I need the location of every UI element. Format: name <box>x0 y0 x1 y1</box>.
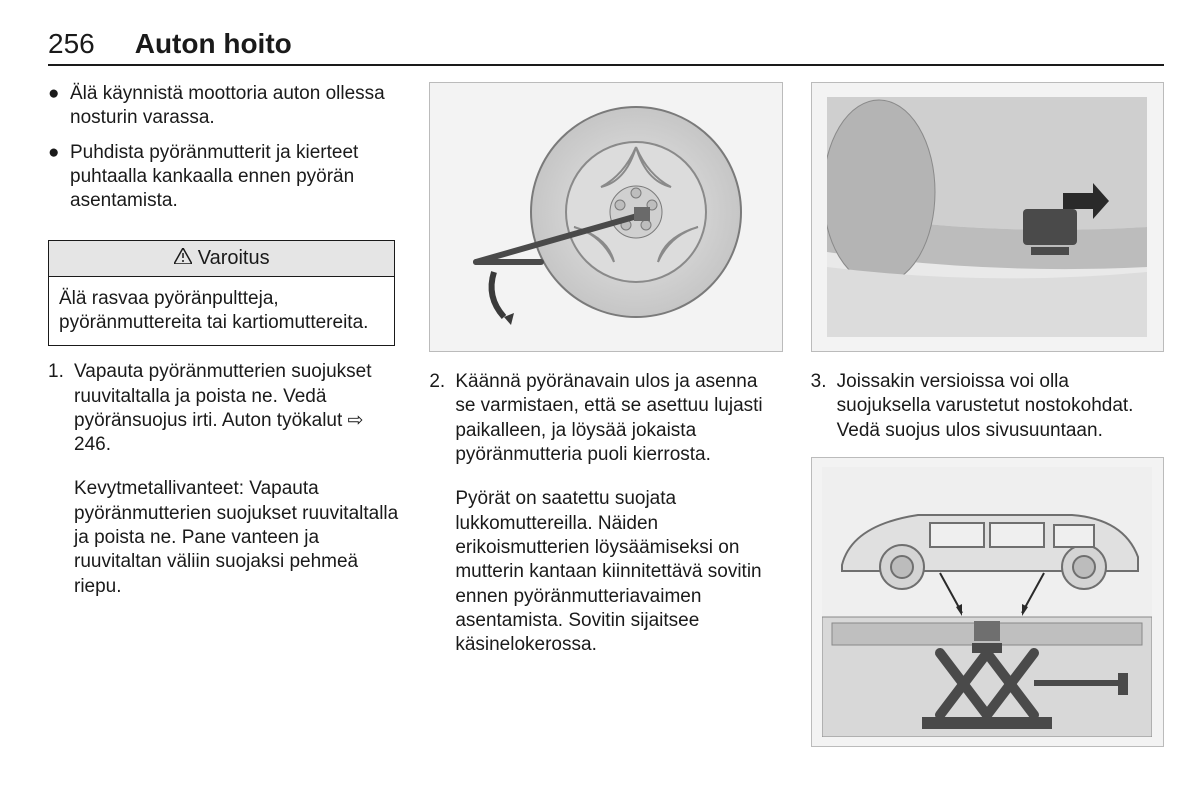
step-list: 2. Käännä pyöränavain ulos ja asenna se … <box>429 370 782 477</box>
page-number: 256 <box>48 28 95 60</box>
step-2: 2. Käännä pyöränavain ulos ja asenna se … <box>429 370 782 467</box>
warning-body: Älä rasvaa pyöränpultteja, pyöränmuttere… <box>49 277 394 346</box>
column-1: ● Älä käynnistä moottoria auton ollessa … <box>48 82 401 765</box>
bullet-item: ● Puhdista pyöränmutterit ja kierteet pu… <box>48 141 401 214</box>
step-2-sub: Pyörät on saatettu suojata lukkomutterei… <box>455 487 782 657</box>
step-number: 3. <box>811 370 837 443</box>
step-text: Vapauta pyöränmutterien suojukset ruuvit… <box>74 360 401 457</box>
warning-box: Varoitus Älä rasvaa pyöränpultteja, pyör… <box>48 240 395 347</box>
step-list: 1. Vapauta pyöränmutterien suojukset ruu… <box>48 360 401 467</box>
figure-jack-cover <box>811 82 1164 352</box>
warning-icon <box>174 247 192 270</box>
step-number: 1. <box>48 360 74 457</box>
step-3: 3. Joissakin versioissa voi olla suojuks… <box>811 370 1164 443</box>
page-header: 256 Auton hoito <box>48 28 1164 66</box>
figure-vehicle-jack <box>811 457 1164 747</box>
step-text: Käännä pyöränavain ulos ja asenna se var… <box>455 370 782 467</box>
step-number: 2. <box>429 370 455 467</box>
step-1: 1. Vapauta pyöränmutterien suojukset ruu… <box>48 360 401 457</box>
bullet-list: ● Älä käynnistä moottoria auton ollessa … <box>48 82 401 224</box>
step-1-sub: Kevytmetallivanteet: Vapauta pyöränmutte… <box>74 477 401 599</box>
bullet-text: Puhdista pyöränmutterit ja kierteet puht… <box>70 141 401 214</box>
warning-label: Varoitus <box>198 247 270 270</box>
warning-header: Varoitus <box>49 241 394 277</box>
section-title: Auton hoito <box>135 28 292 60</box>
content-columns: ● Älä käynnistä moottoria auton ollessa … <box>48 82 1164 765</box>
page: 256 Auton hoito ● Älä käynnistä moottori… <box>0 0 1200 802</box>
figure-wheel-wrench <box>429 82 782 352</box>
bullet-dot: ● <box>48 82 70 131</box>
bullet-item: ● Älä käynnistä moottoria auton ollessa … <box>48 82 401 131</box>
bullet-dot: ● <box>48 141 70 214</box>
column-3: 3. Joissakin versioissa voi olla suojuks… <box>811 82 1164 765</box>
step-list: 3. Joissakin versioissa voi olla suojuks… <box>811 370 1164 453</box>
step-text: Joissakin versioissa voi olla suojuksell… <box>837 370 1164 443</box>
column-2: 2. Käännä pyöränavain ulos ja asenna se … <box>429 82 782 765</box>
bullet-text: Älä käynnistä moottoria auton ollessa no… <box>70 82 401 131</box>
